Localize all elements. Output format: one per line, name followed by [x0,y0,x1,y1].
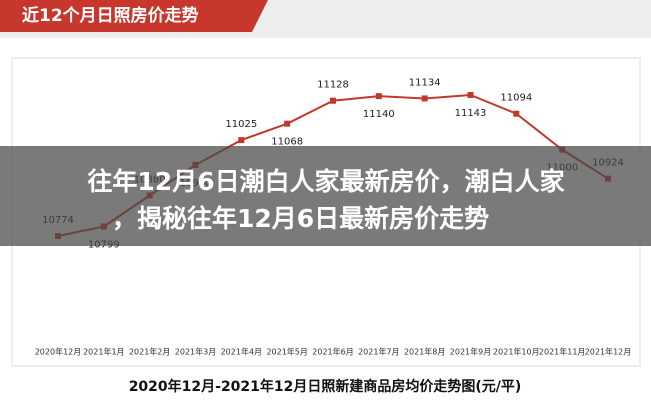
overlay-line: 往年12月6日潮白人家最新房价，潮白人家 [87,167,564,196]
point [238,137,245,144]
chart-title: 2020年12月-2021年12月日照新建商品房均价走势图(元/平) [129,378,522,395]
x-tick-label: 2021年2月 [129,347,170,357]
data-label: 11068 [271,137,303,148]
point [284,120,291,127]
x-tick-label: 2021年8月 [404,347,445,357]
overlay-band [0,146,651,246]
point [330,97,336,104]
x-tick-label: 2021年4月 [221,347,262,357]
data-label: 11143 [455,108,487,119]
header-title: 近12个月日照房价走势 [22,5,199,26]
x-tick-label: 2021年11月 [539,347,586,357]
x-tick-label: 2021年1月 [83,347,124,357]
data-label: 11128 [317,80,349,91]
point [375,93,382,100]
x-tick-label: 2021年10月 [493,347,540,357]
x-tick-label: 2021年6月 [312,347,353,357]
point [513,110,520,117]
data-label: 11140 [363,109,395,120]
x-tick-label: 2021年12月 [585,347,632,357]
data-label: 11094 [500,93,532,104]
data-label: 11025 [225,119,257,130]
overlay-line: ，揭秘往年12月6日最新房价走势 [112,204,489,233]
point [467,92,474,98]
x-tick-label: 2021年9月 [450,347,491,357]
data-label: 11134 [409,77,441,88]
x-tick-label: 2021年5月 [266,347,307,357]
x-tick-label: 2021年3月 [175,347,216,357]
x-tick-label: 2021年7月 [358,347,399,357]
x-tick-label: 2020年12月 [35,347,82,357]
point [421,95,428,102]
header-ribbon [0,0,268,32]
